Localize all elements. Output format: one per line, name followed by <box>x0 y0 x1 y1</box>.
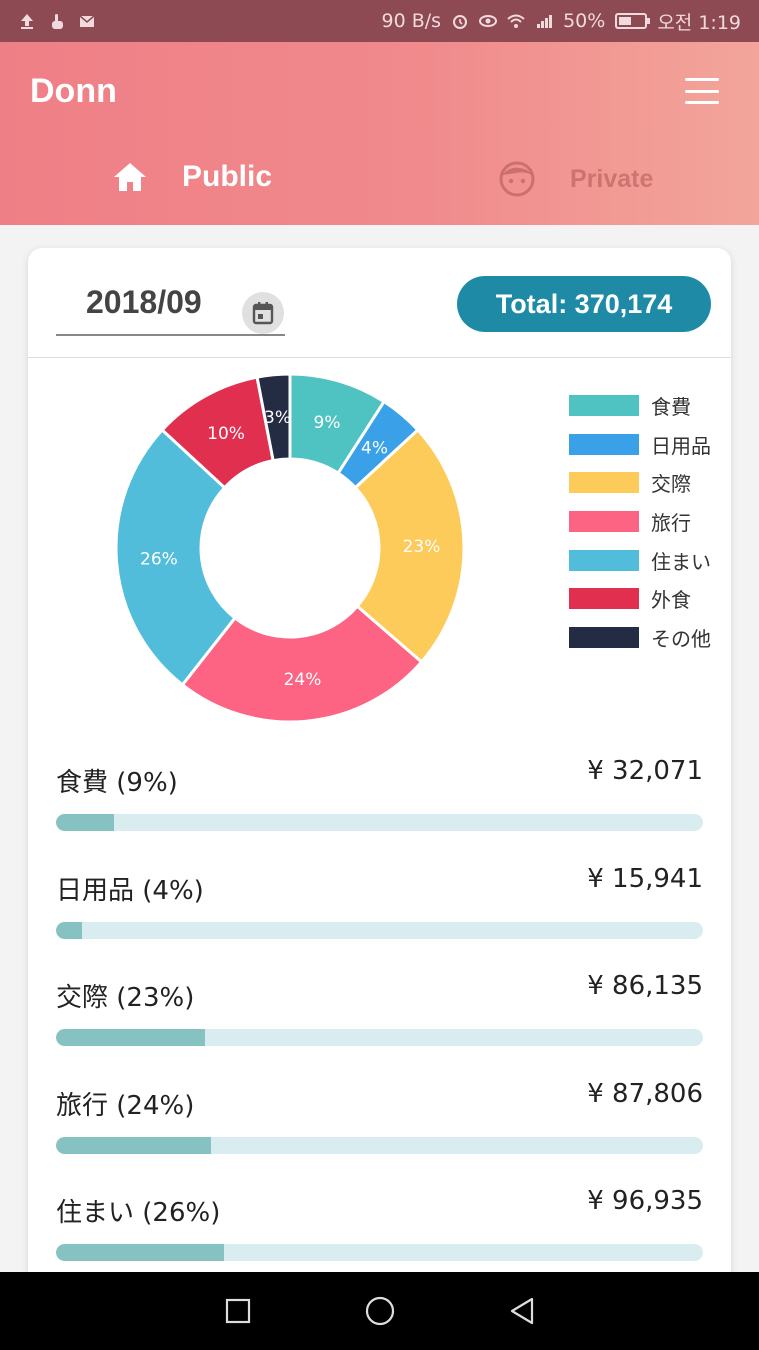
month-value: 2018/09 <box>86 284 202 320</box>
legend-label: 交際 <box>651 472 691 497</box>
category-name: 食費 (9%) <box>56 768 178 798</box>
category-progress-track <box>56 1244 703 1261</box>
category-progress-fill <box>56 814 115 831</box>
category-progress-track <box>56 814 703 831</box>
back-button[interactable] <box>507 1296 537 1326</box>
signal-icon <box>537 15 553 28</box>
network-speed: 90 B/s <box>381 10 442 32</box>
donut-slice[interactable] <box>255 372 292 463</box>
legend-label: その他 <box>651 626 711 651</box>
mail-icon <box>79 15 95 27</box>
legend-label: 日用品 <box>651 433 711 458</box>
recent-apps-button[interactable] <box>223 1296 253 1326</box>
legend-item[interactable]: 食費 <box>569 386 711 425</box>
legend-label: 食費 <box>651 394 691 419</box>
tab-private-label: Private <box>570 164 654 193</box>
category-progress-track <box>56 1029 703 1046</box>
category-amount: ¥ 86,135 <box>587 971 703 1001</box>
category-name: 住まい (26%) <box>56 1198 221 1228</box>
legend-item[interactable]: 住まい <box>569 541 711 580</box>
legend-item[interactable]: 外食 <box>569 579 711 618</box>
legend-swatch <box>569 588 639 610</box>
tab-public[interactable]: Public <box>112 160 272 194</box>
slice-label: 4% <box>361 438 388 458</box>
touch-icon <box>52 14 63 29</box>
category-progress-fill <box>56 1244 225 1261</box>
category-progress-fill <box>56 921 82 939</box>
back-triangle-icon <box>510 1297 533 1325</box>
legend-item[interactable]: 交際 <box>569 463 711 502</box>
donut-chart: 9% 4% 23% 24% 26% 10% 3% <box>114 372 466 724</box>
legend-label: 外食 <box>651 588 691 613</box>
category-row[interactable]: 日用品 (4%) ¥ 15,941 <box>56 864 703 972</box>
navigation-bar <box>0 1272 759 1350</box>
eye-icon <box>479 15 498 27</box>
category-list: 食費 (9%) ¥ 32,071 日用品 (4%) ¥ 15,941 交際 (2… <box>56 756 703 1288</box>
category-amount: ¥ 96,935 <box>587 1186 703 1216</box>
legend-swatch <box>569 433 639 455</box>
category-row[interactable]: 住まい (26%) ¥ 96,935 <box>56 1186 703 1288</box>
calendar-button[interactable] <box>242 292 284 334</box>
category-amount: ¥ 87,806 <box>587 1078 703 1109</box>
slice-label: 23% <box>403 537 441 557</box>
calendar-icon <box>252 302 274 325</box>
app-title: Donn <box>30 72 117 110</box>
category-amount: ¥ 15,941 <box>587 863 703 894</box>
total-badge: Total: 370,174 <box>457 276 711 332</box>
tab-public-label: Public <box>182 160 273 193</box>
legend-item[interactable]: 旅行 <box>569 502 711 541</box>
category-progress-fill <box>56 1029 205 1046</box>
donut-slice[interactable] <box>180 604 424 724</box>
legend-swatch <box>569 472 639 494</box>
legend-swatch <box>569 626 639 648</box>
legend-swatch <box>569 394 639 416</box>
home-icon <box>114 163 146 191</box>
slice-label: 24% <box>284 670 322 690</box>
category-name: 日用品 (4%) <box>56 875 204 906</box>
clock: 오전 1:19 <box>657 11 741 34</box>
square-icon <box>225 1298 250 1324</box>
chart-legend: 食費日用品交際旅行住まい外食その他 <box>569 386 711 657</box>
status-bar: 90 B/s 50% 오전 1:19 <box>0 0 759 42</box>
donut-slice[interactable] <box>353 427 466 665</box>
menu-icon[interactable] <box>685 78 719 104</box>
legend-item[interactable]: その他 <box>569 618 711 657</box>
slice-label: 26% <box>140 549 178 569</box>
tab-private[interactable]: Private <box>498 160 653 198</box>
category-row[interactable]: 食費 (9%) ¥ 32,071 <box>56 756 703 864</box>
home-button[interactable] <box>365 1296 395 1326</box>
app-header: Donn Public Private <box>0 42 759 225</box>
category-name: 交際 (23%) <box>56 983 195 1013</box>
category-progress-fill <box>56 1136 212 1154</box>
category-amount: ¥ 32,071 <box>587 756 703 786</box>
legend-label: 住まい <box>651 549 711 574</box>
face-icon <box>499 161 535 197</box>
category-row[interactable]: 旅行 (24%) ¥ 87,806 <box>56 1079 703 1187</box>
wifi-icon <box>507 14 525 28</box>
alarm-icon <box>453 15 468 29</box>
category-row[interactable]: 交際 (23%) ¥ 86,135 <box>56 971 703 1079</box>
category-progress-track <box>56 921 703 939</box>
slice-label: 10% <box>207 424 245 444</box>
legend-swatch <box>569 549 639 571</box>
legend-label: 旅行 <box>651 510 691 535</box>
slice-label: 9% <box>314 413 341 433</box>
upload-icon <box>21 14 33 29</box>
divider <box>28 357 731 358</box>
slice-label: 3% <box>264 408 291 428</box>
category-name: 旅行 (24%) <box>56 1090 195 1121</box>
month-picker[interactable]: 2018/09 <box>56 276 285 336</box>
donut-slice[interactable] <box>114 427 238 687</box>
circle-icon <box>365 1296 394 1326</box>
battery-icon <box>615 13 651 29</box>
legend-swatch <box>569 510 639 532</box>
legend-item[interactable]: 日用品 <box>569 425 711 464</box>
summary-card: 2018/09 Total: 370,174 9% 4% 23% 24% 26% 10% 3… <box>28 248 731 1288</box>
battery-percent: 50% <box>563 10 606 32</box>
category-progress-track <box>56 1136 703 1154</box>
